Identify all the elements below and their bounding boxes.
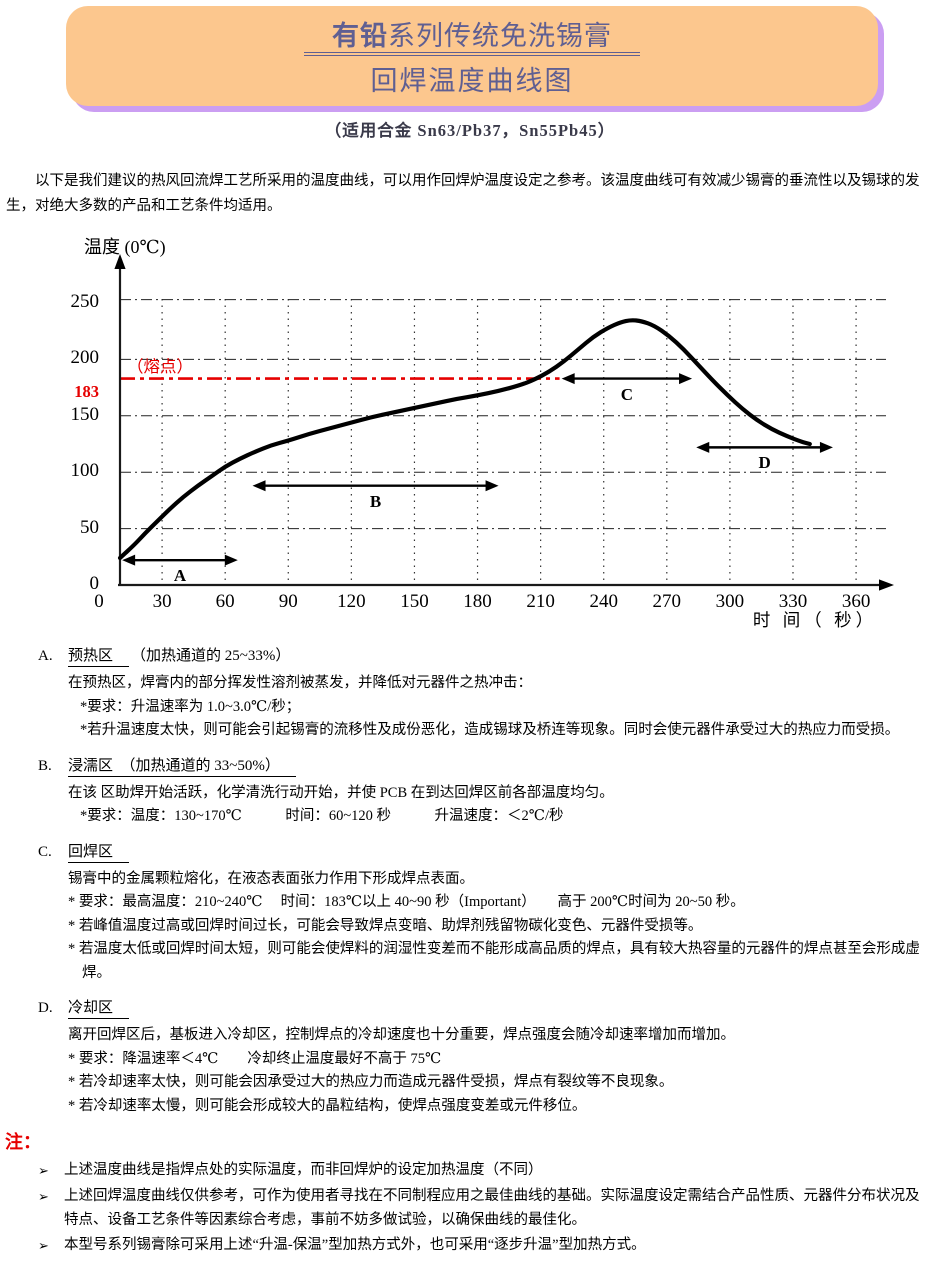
notes-section: 注： ➢ 上述温度曲线是指焊点处的实际温度，而非回焊炉的设定加热温度（不同） ➢ 上述… — [5, 1128, 932, 1258]
x-tick-label: 270 — [652, 591, 682, 612]
subtitle-alloys: （适用合金 Sn63/Pb37，Sn55Pb45） — [324, 121, 616, 140]
zone-description-sections: A. 预热区 （加热通道的 25~33%） 在预热区，焊膏内的部分挥发性溶剂被蒸发，并… — [38, 644, 932, 1118]
document-page: 有铅系列传统免洗锡膏 回焊温度曲线图 （适用合金 Sn63/Pb37，Sn55P… — [0, 6, 940, 1266]
note-text: 上述回焊温度曲线仅供参考，可作为使用者寻找在不同制程应用之最佳曲线的基础。实际温… — [64, 1187, 920, 1229]
title-underline: 有铅系列传统免洗锡膏 — [304, 21, 640, 56]
section-title: 预热区 — [68, 648, 130, 667]
reflow-temperature-chart: 温度 (0℃) 时 间（ 秒） 0 30 60 90 120 150 180 210 240 27… — [0, 233, 940, 633]
y-axis-arrowhead — [114, 254, 126, 269]
x-tick-label: 60 — [215, 591, 235, 612]
intro-paragraph: 以下是我们建议的热风回流焊工艺所采用的温度曲线，可以用作回焊炉温度设定之参考。该… — [6, 173, 920, 214]
x-axis-arrowhead — [879, 579, 894, 591]
x-tick-label: 210 — [526, 591, 555, 612]
y-tick-label: 150 — [70, 403, 100, 425]
section-letter: A. — [38, 648, 53, 664]
section-line: * 若冷却速率太慢，则可能会形成较大的晶粒结构，使焊点强度变差或元件移位。 — [68, 1097, 587, 1114]
zone-arrowhead-left — [696, 441, 710, 453]
document-title-line2: 回焊温度曲线图 — [370, 66, 574, 96]
section-line: * 要求：降温速率＜4℃ 冷却终止温度最好不高于 75℃ — [68, 1050, 442, 1067]
section-浸濡区: B. 浸濡区 （加热通道的 33~50%） 在该 区助焊开始活跃，化学清洗行动开始，… — [38, 754, 932, 829]
zone-arrowhead-right — [819, 441, 833, 453]
chart-canvas — [114, 254, 894, 591]
section-预热区: A. 预热区 （加热通道的 25~33%） 在预热区，焊膏内的部分挥发性溶剂被蒸发，并… — [38, 644, 932, 743]
note-item: ➢ 上述回焊温度曲线仅供参考，可作为使用者寻找在不同制程应用之最佳曲线的基础。实际… — [38, 1184, 932, 1233]
note-text: 本型号系列锡膏除可采用上述“升温-保温”型加热方式外，也可采用“逐步升温”型加热… — [64, 1236, 646, 1253]
bullet-arrow-icon: ➢ — [38, 1188, 49, 1204]
section-title: 浸濡区 （加热通道的 33~50%） — [68, 757, 296, 777]
section-line: *要求：升温速率为 1.0~3.0℃/秒； — [80, 698, 301, 715]
x-tick-label: 0 — [94, 591, 104, 612]
section-line: * 要求：最高温度：210~240℃ 时间：183℃以上 40~90 秒（Imp… — [68, 894, 745, 910]
section-heading: A. 预热区 （加热通道的 25~33%） — [38, 644, 932, 667]
melting-point-value: 183 — [74, 381, 99, 401]
x-tick-label: 30 — [152, 591, 172, 612]
zone-label: B — [369, 491, 382, 511]
document-title-line1: 有铅系列传统免洗锡膏 — [304, 14, 640, 56]
notes-list: ➢ 上述温度曲线是指焊点处的实际温度，而非回焊炉的设定加热温度（不同） ➢ 上述回焊温… — [5, 1158, 932, 1258]
zone-arrowhead-left — [561, 373, 575, 385]
section-heading-suffix: （加热通道的 25~33%） — [131, 648, 291, 664]
section-回焊区: C. 回焊区锡膏中的金属颗粒熔化，在液态表面张力作用下形成焊点表面。 * 要求：最高… — [38, 840, 932, 986]
section-line: 锡膏中的金属颗粒熔化，在液态表面张力作用下形成焊点表面。 — [68, 870, 474, 887]
section-heading: D. 冷却区 — [38, 996, 932, 1019]
y-tick-label: 250 — [70, 291, 100, 312]
zone-label: C — [620, 384, 633, 404]
section-line: * 若冷却速率太快，则可能会因承受过大的热应力而造成元器件受损，焊点有裂纹等不良… — [68, 1074, 674, 1090]
x-tick-label: 330 — [778, 591, 808, 612]
x-tick-label: 180 — [463, 591, 492, 612]
section-letter: B. — [38, 757, 52, 774]
section-letter: C. — [38, 843, 52, 860]
x-tick-label: 300 — [715, 591, 745, 612]
zone-arrowhead-right — [679, 373, 693, 385]
x-axis-title: 时 间（ 秒） — [752, 610, 878, 630]
section-line: 离开回焊区后，基板进入冷却区，控制焊点的冷却速度也十分重要，焊点强度会随冷却速率… — [68, 1027, 735, 1043]
section-line: 在预热区，焊膏内的部分挥发性溶剂被蒸发，并降低对元器件之热冲击： — [68, 675, 532, 691]
section-line: *要求：温度：130~170℃ 时间：60~120 秒 升温速度：＜2℃/秒 — [80, 808, 564, 824]
section-line: *若升温速度太快，则可能会引起锡膏的流移性及成份恶化，造成锡球及桥连等现象。同时… — [80, 722, 900, 738]
zone-label: D — [758, 453, 771, 473]
y-tick-label: 50 — [80, 516, 99, 538]
section-line: 在该 区助焊开始活跃，化学清洗行动开始，并使 PCB 在到达回焊区前各部温度均匀… — [68, 784, 614, 801]
section-heading: C. 回焊区 — [38, 840, 932, 863]
title-banner: 有铅系列传统免洗锡膏 回焊温度曲线图 — [66, 6, 878, 106]
title-rest-part: 系列传统免洗锡膏 — [388, 21, 612, 51]
bullet-arrow-icon: ➢ — [38, 1237, 49, 1253]
y-tick-label: 100 — [70, 460, 100, 482]
x-tick-label: 90 — [278, 591, 298, 612]
section-title: 回焊区 — [68, 843, 130, 863]
section-title: 冷却区 — [68, 1000, 130, 1019]
section-line: * 若温度太低或回焊时间太短，则可能会使焊料的润湿性变差而不能形成高品质的焊点，… — [68, 941, 920, 981]
zone-arrowhead-left — [252, 480, 266, 492]
title-bold-part: 有铅 — [332, 21, 388, 51]
section-line: * 若峰值温度过高或回焊时间过长，可能会导致焊点变暗、助焊剂残留物碳化变色、元器… — [68, 917, 703, 934]
section-冷却区: D. 冷却区离开回焊区后，基板进入冷却区，控制焊点的冷却速度也十分重要，焊点强度会… — [38, 996, 932, 1118]
zone-arrowhead-right — [224, 554, 238, 566]
y-tick-label: 200 — [70, 347, 100, 369]
y-tick-label: 0 — [89, 573, 100, 594]
zone-arrowhead-right — [485, 480, 499, 492]
note-item: ➢ 本型号系列锡膏除可采用上述“升温-保温”型加热方式外，也可采用“逐步升温”型加… — [38, 1233, 932, 1259]
x-tick-label: 150 — [400, 591, 429, 612]
x-tick-label: 120 — [337, 591, 366, 612]
x-tick-label: 240 — [589, 591, 618, 612]
reflow-curve — [117, 318, 812, 561]
note-item: ➢ 上述温度曲线是指焊点处的实际温度，而非回焊炉的设定加热温度（不同） — [38, 1158, 932, 1184]
zone-arrowhead-left — [122, 554, 136, 566]
notes-label: 注： — [5, 1132, 41, 1152]
section-letter: D. — [38, 1000, 53, 1016]
zone-label: A — [173, 566, 187, 586]
y-axis-title: 温度 (0℃) — [84, 237, 166, 257]
melting-point-label: （熔点） — [127, 356, 193, 376]
x-tick-label: 360 — [841, 591, 871, 612]
section-heading: B. 浸濡区 （加热通道的 33~50%） — [38, 754, 932, 777]
bullet-arrow-icon: ➢ — [38, 1163, 49, 1178]
note-text: 上述温度曲线是指焊点处的实际温度，而非回焊炉的设定加热温度（不同） — [64, 1162, 543, 1178]
